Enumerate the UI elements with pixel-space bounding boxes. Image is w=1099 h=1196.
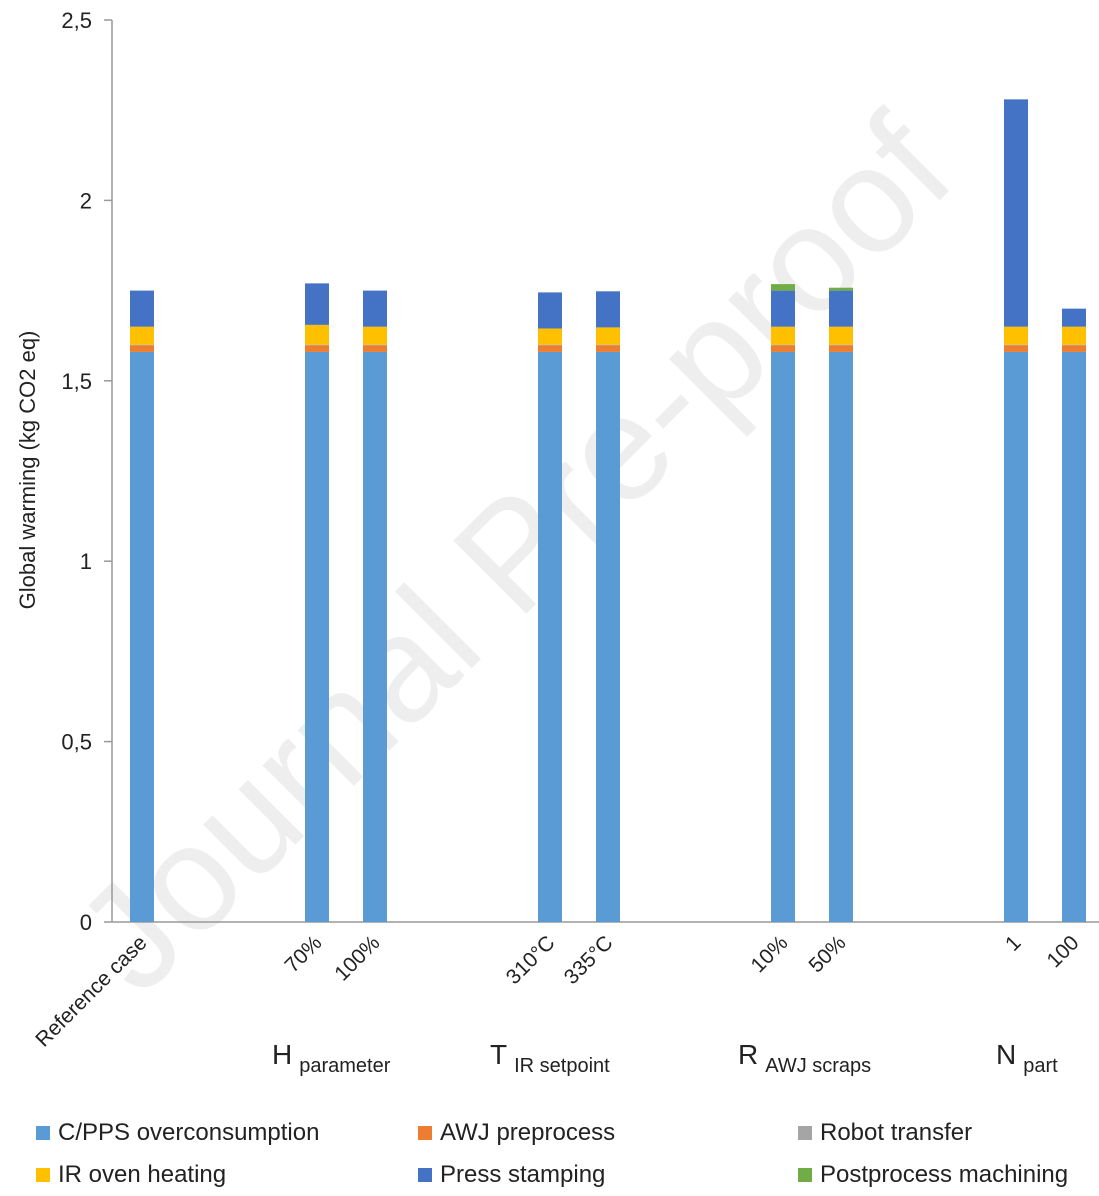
bar-segment — [1062, 351, 1086, 922]
bar-segment — [130, 351, 154, 922]
legend-label: Robot transfer — [820, 1119, 972, 1146]
legend: C/PPS overconsumption AWJ preprocess Robot… — [36, 1119, 1068, 1188]
bar-segment — [771, 326, 795, 345]
bar-segment — [1004, 326, 1028, 345]
bar-segment — [363, 351, 387, 922]
bar-segment — [829, 290, 853, 327]
y-tick-label: 2 — [80, 188, 92, 213]
category-label: 310°C — [502, 931, 560, 989]
bar-segment — [829, 345, 853, 352]
bar-segment — [130, 345, 154, 352]
bar-segment — [305, 345, 329, 352]
y-tick-label: 0 — [80, 910, 92, 935]
bar-segment — [363, 290, 387, 327]
bar-segment — [1062, 326, 1086, 345]
bar-segment — [771, 344, 795, 346]
y-tick-label: 0,5 — [61, 730, 92, 755]
bar-segment — [596, 351, 620, 922]
bar-segment — [829, 344, 853, 346]
bar-segment — [829, 287, 853, 291]
category-label: 100% — [330, 931, 384, 985]
bar-segment — [305, 283, 329, 325]
bar-segment — [829, 326, 853, 345]
group-label: T IR setpoint — [490, 1039, 610, 1077]
bar-segment — [538, 351, 562, 922]
bar-segment — [596, 345, 620, 352]
y-tick-label: 1,5 — [61, 369, 92, 394]
legend-label: C/PPS overconsumption — [58, 1119, 319, 1146]
category-label: 100 — [1042, 931, 1083, 972]
bar-segment — [596, 291, 620, 328]
bar-segment — [538, 292, 562, 329]
bar-segment — [1062, 344, 1086, 346]
group-sub-label: part — [1023, 1055, 1058, 1077]
bar-segment — [538, 328, 562, 345]
category-label: 70% — [281, 931, 327, 977]
bar-segment — [538, 344, 562, 346]
bar-segment — [130, 344, 154, 346]
bar-segment — [1062, 345, 1086, 352]
bar-segment — [305, 351, 329, 922]
bar-segment — [1004, 351, 1028, 922]
group-sub-label: IR setpoint — [514, 1055, 610, 1077]
bar-segment — [771, 290, 795, 327]
bar-segment — [363, 345, 387, 352]
legend-swatch — [798, 1126, 812, 1140]
bar-segment — [305, 344, 329, 346]
legend-label: Postprocess machining — [820, 1161, 1068, 1188]
legend-swatch — [418, 1168, 432, 1182]
y-ticks: 0 0,5 1 1,5 2 2,5 — [61, 8, 112, 935]
group-sub-label: parameter — [299, 1055, 390, 1077]
legend-swatch — [798, 1168, 812, 1182]
legend-label: Press stamping — [440, 1161, 605, 1188]
bar-segment — [363, 344, 387, 346]
bar-segment — [363, 326, 387, 345]
bar-segment — [596, 344, 620, 346]
category-label: 335°C — [560, 931, 618, 989]
bar-segment — [771, 351, 795, 922]
bar-segment — [1062, 308, 1086, 327]
y-tick-label: 1 — [80, 549, 92, 574]
bar-segment — [305, 324, 329, 345]
bar-segment — [1004, 99, 1028, 327]
group-sub-label: AWJ scraps — [765, 1055, 871, 1077]
legend-label: AWJ preprocess — [440, 1119, 615, 1146]
bar-segment — [130, 326, 154, 345]
y-axis-title: Global warming (kg CO2 eq) — [15, 331, 40, 610]
category-label: 50% — [805, 931, 851, 977]
bars — [130, 99, 1086, 922]
y-tick-label: 2,5 — [61, 8, 92, 33]
bar-segment — [771, 284, 795, 291]
bar-segment — [538, 345, 562, 352]
legend-label: IR oven heating — [58, 1161, 226, 1188]
bar-segment — [771, 345, 795, 352]
legend-swatch — [418, 1126, 432, 1140]
bar-segment — [1004, 345, 1028, 352]
category-label: 1 — [1001, 931, 1026, 956]
bar-segment — [130, 290, 154, 327]
legend-swatch — [36, 1126, 50, 1140]
bar-segment — [1004, 344, 1028, 346]
category-label: 10% — [747, 931, 793, 977]
bar-segment — [829, 351, 853, 922]
legend-swatch — [36, 1168, 50, 1182]
bar-segment — [596, 327, 620, 345]
group-label: R AWJ scraps — [738, 1039, 871, 1077]
